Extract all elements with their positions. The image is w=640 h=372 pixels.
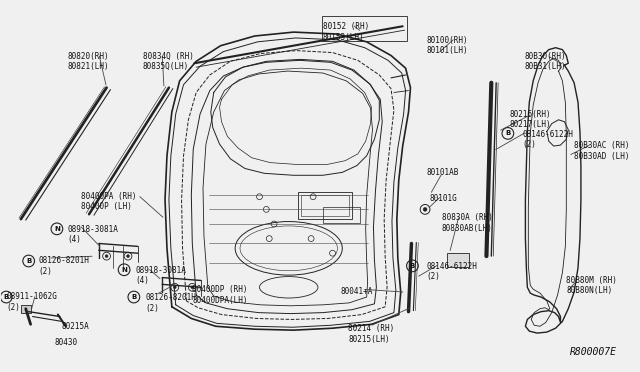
Text: B: B [505, 131, 511, 137]
Bar [301, 195, 349, 216]
Text: 80101AB: 80101AB [426, 169, 458, 177]
Text: 80B30AC (RH)
80B30AD (LH): 80B30AC (RH) 80B30AD (LH) [574, 141, 630, 161]
Circle shape [105, 255, 108, 257]
Bar [298, 192, 352, 219]
Text: 08146-6122H
(2): 08146-6122H (2) [426, 262, 477, 281]
Text: 08146-6122H
(2): 08146-6122H (2) [522, 129, 573, 149]
Text: 80214 (RH)
80215(LH): 80214 (RH) 80215(LH) [348, 324, 394, 344]
Text: 08918-3081A
(4): 08918-3081A (4) [136, 266, 187, 285]
Bar [447, 253, 469, 267]
FancyBboxPatch shape [322, 16, 406, 41]
Text: B: B [410, 263, 415, 269]
Text: 08126-8201H
(2): 08126-8201H (2) [145, 293, 196, 312]
Text: 80100(RH)
80101(LH): 80100(RH) 80101(LH) [426, 36, 468, 55]
Circle shape [423, 208, 427, 211]
Text: 80B80M (RH)
80B80N(LH): 80B80M (RH) 80B80N(LH) [566, 276, 617, 295]
Text: 08918-3081A
(4): 08918-3081A (4) [68, 225, 118, 244]
Circle shape [191, 286, 194, 289]
Text: B: B [26, 258, 31, 264]
Text: 80152 (RH)
80153(LH): 80152 (RH) 80153(LH) [323, 22, 369, 42]
Text: 80400PA (RH)
80400P (LH): 80400PA (RH) 80400P (LH) [81, 192, 137, 211]
Text: N: N [121, 267, 127, 273]
Text: 08911-1062G
(2): 08911-1062G (2) [6, 292, 57, 312]
Bar [21, 305, 31, 312]
Text: 80216(RH)
80217(LH): 80216(RH) 80217(LH) [510, 110, 552, 129]
Bar [323, 208, 360, 223]
Text: 80820(RH)
80821(LH): 80820(RH) 80821(LH) [68, 52, 109, 71]
Text: 80215A: 80215A [62, 323, 90, 331]
Text: N: N [54, 226, 60, 232]
Text: 08126-8201H
(2): 08126-8201H (2) [38, 256, 89, 276]
Text: 80830A (RH)
80830AB(LH): 80830A (RH) 80830AB(LH) [442, 213, 493, 232]
Text: R800007E: R800007E [570, 347, 617, 357]
Text: 80400DP (RH)
80400DPA(LH): 80400DP (RH) 80400DPA(LH) [192, 285, 248, 305]
Text: B: B [131, 294, 136, 300]
Text: 80834Q (RH)
80835Q(LH): 80834Q (RH) 80835Q(LH) [143, 52, 193, 71]
Circle shape [173, 286, 176, 289]
Text: 80041+A: 80041+A [340, 287, 372, 296]
Text: 80430: 80430 [55, 338, 78, 347]
Text: 80101G: 80101G [430, 194, 458, 203]
Circle shape [127, 255, 129, 257]
Text: B: B [4, 294, 9, 300]
Text: 80B30(RH)
80B31(LH): 80B30(RH) 80B31(LH) [524, 52, 566, 71]
